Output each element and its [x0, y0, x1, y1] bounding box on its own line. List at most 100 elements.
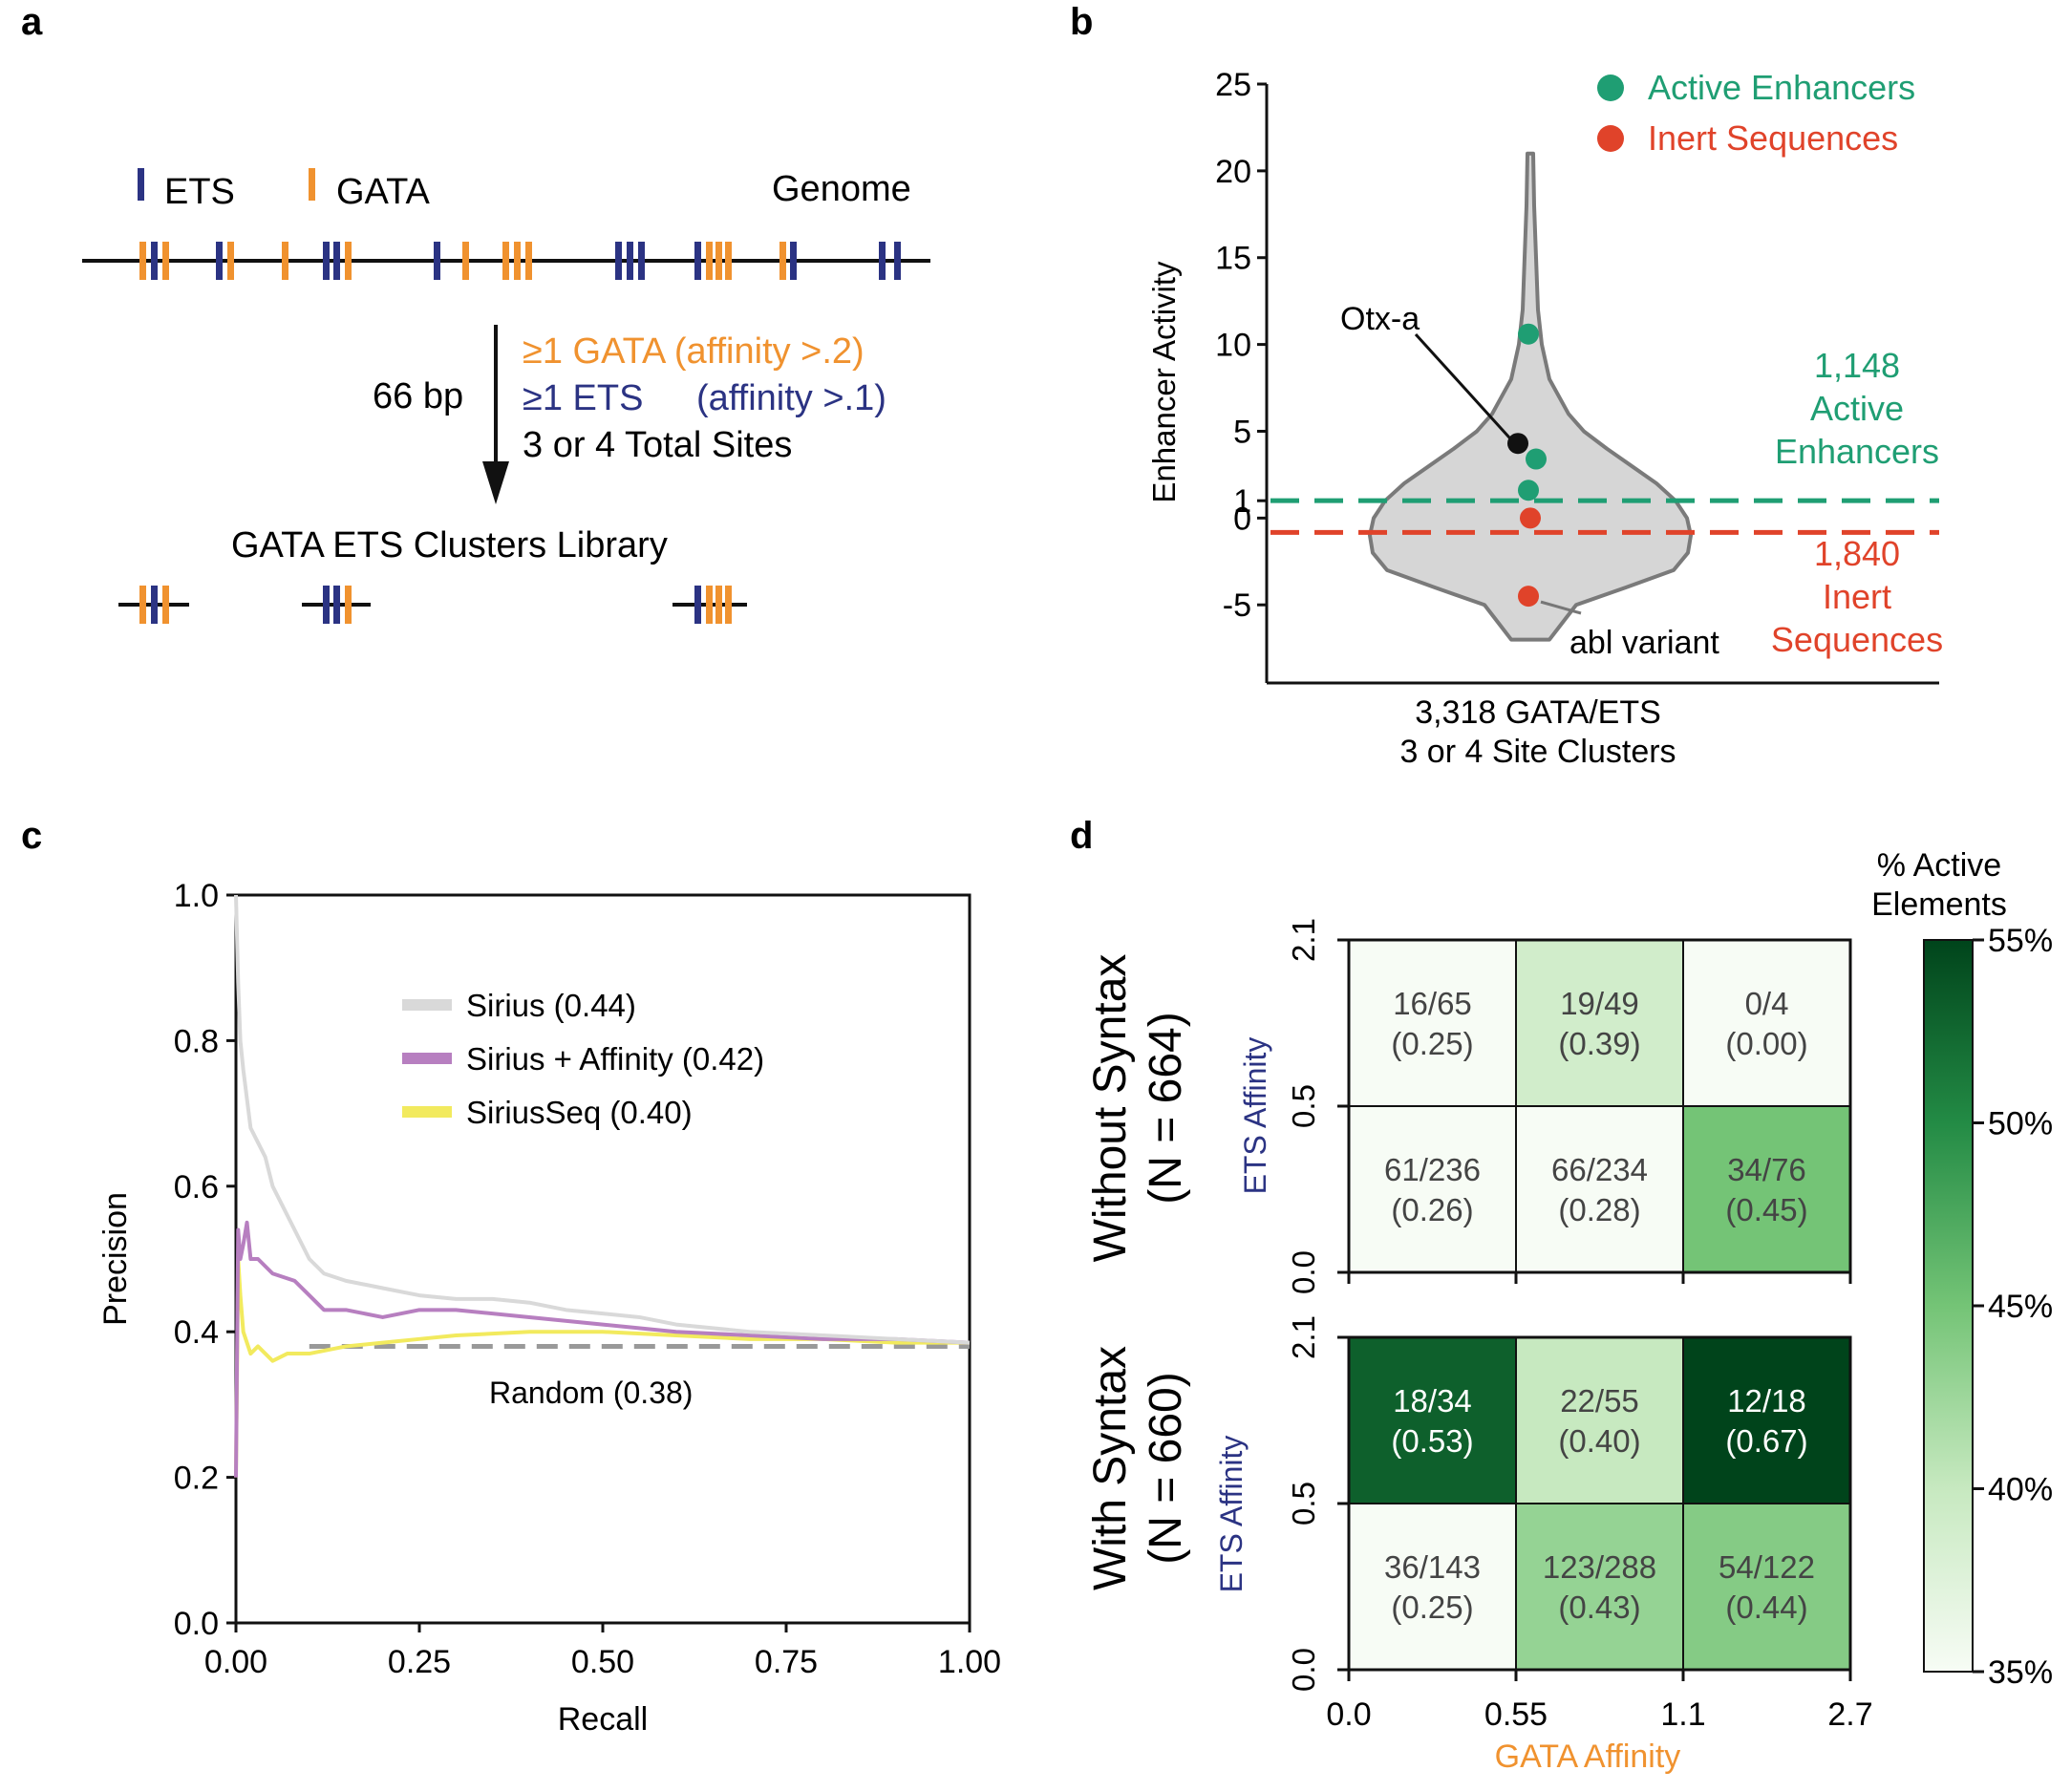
- otx-leader-line: [1414, 332, 1513, 441]
- d-x-tick-label: 2.7: [1827, 1696, 1872, 1733]
- without-syntax-title: Without Syntax: [1085, 954, 1136, 1263]
- b-y-tick-label: 1: [1233, 483, 1251, 520]
- ets-site-mark: [216, 242, 223, 280]
- c-series-line-sirius-affinity: [234, 1220, 971, 1478]
- c-series-line-sirius: [234, 894, 971, 1345]
- ets-site-mark: [879, 242, 886, 280]
- rule-gata: ≥1 GATA (affinity >.2): [523, 331, 865, 372]
- c-legend-label-siriusseq: SiriusSeq (0.40): [466, 1095, 693, 1130]
- d-y-tick-label: 0.5: [1286, 1482, 1321, 1525]
- heatmap-cell: [1515, 939, 1684, 1107]
- ets-site-mark: [615, 242, 622, 280]
- b-y-tick-label: 5: [1233, 414, 1251, 450]
- heatmap-cell: [1515, 1105, 1684, 1273]
- bp-label: 66 bp: [373, 376, 463, 416]
- rule-ets: ≥1 ETS: [523, 378, 643, 418]
- c-legend-label-sirius-affinity: Sirius + Affinity (0.42): [466, 1041, 764, 1077]
- c-y-tick-label: 0.4: [174, 1314, 219, 1351]
- heatmap-cell: [1682, 1105, 1851, 1273]
- violin-body: [1368, 151, 1693, 642]
- ets-site-mark: [434, 242, 440, 280]
- heatmap-cell-count: 22/55: [1560, 1383, 1639, 1419]
- ets-site-mark: [333, 586, 340, 624]
- gata-legend-label: GATA: [336, 172, 430, 212]
- b-point-active: [1518, 323, 1539, 345]
- colorbar-tick-label: 40%: [1988, 1472, 2053, 1508]
- heatmap-cell-fraction: (0.28): [1558, 1192, 1640, 1227]
- heatmap-cell-count: 12/18: [1727, 1383, 1806, 1419]
- b-point-active: [1526, 448, 1547, 470]
- colorbar-title-1: % Active: [1877, 847, 2001, 884]
- heatmap-cell-count: 16/65: [1393, 986, 1472, 1021]
- c-y-axis-label: Precision: [97, 1192, 134, 1326]
- gata-site-mark: [282, 242, 288, 280]
- heatmap-cell-count: 123/288: [1543, 1549, 1656, 1585]
- c-x-tick-label: 0.75: [755, 1644, 818, 1680]
- heatmap-cell: [1515, 1503, 1684, 1671]
- d-ets-axis-label-bottom: ETS Affinity: [1214, 1436, 1249, 1593]
- active-text-1: Active: [1810, 389, 1904, 428]
- ets-site-mark: [894, 242, 901, 280]
- d-y-tick-label: 0.0: [1286, 1648, 1321, 1692]
- heatmap-cell: [1348, 939, 1517, 1107]
- b-y-tick-label: 10: [1215, 328, 1251, 364]
- b-point-inert: [1520, 507, 1541, 529]
- colorbar-ticks: 55% 50% 45% 40% 35%: [1973, 923, 2053, 1691]
- panel-d: d 16/65 (0.25) 19/49 (0.39) 0/4 (0.00) 61/236 (…: [1070, 815, 2053, 1775]
- heatmap-cell-count: 0/4: [1745, 986, 1789, 1021]
- b-points: [1507, 323, 1547, 608]
- d-y-tick-label: 0.5: [1286, 1084, 1321, 1128]
- library-clusters: [118, 586, 747, 624]
- legend-active-label: Active Enhancers: [1648, 68, 1915, 107]
- c-x-axis-label: Recall: [558, 1701, 648, 1738]
- gata-site-mark: [139, 242, 146, 280]
- gata-site-mark: [345, 586, 352, 624]
- c-y-tick-label: 0.6: [174, 1169, 219, 1205]
- c-x-tick-label: 0.50: [571, 1644, 634, 1680]
- gata-site-mark: [139, 586, 146, 624]
- library-arrow-head: [482, 461, 509, 504]
- gata-site-mark: [227, 242, 234, 280]
- b-point-otx: [1507, 433, 1528, 455]
- b-y-ticks: 25 20 15 10 5 10 -5: [1215, 67, 1267, 624]
- rule-total-sites: 3 or 4 Total Sites: [523, 425, 792, 465]
- heatmap-cell: [1348, 1336, 1517, 1504]
- b-y-tick-label: 15: [1215, 241, 1251, 277]
- c-x-tick-label: 1.00: [938, 1644, 1001, 1680]
- heatmap-cell: [1515, 1336, 1684, 1504]
- c-legend-label-sirius: Sirius (0.44): [466, 988, 636, 1023]
- colorbar-tick-label: 45%: [1988, 1289, 2053, 1325]
- d-y-tick-label: 2.1: [1286, 918, 1321, 962]
- ets-site-mark: [627, 242, 633, 280]
- panel-a: a ETS GATA Genome 66 bp ≥1 GATA (affinit…: [21, 1, 930, 624]
- gata-site-mark: [725, 242, 732, 280]
- random-label: Random (0.38): [489, 1376, 693, 1410]
- c-legend: Sirius (0.44) Sirius + Affinity (0.42) Sir…: [402, 988, 764, 1130]
- rule-ets-affinity: (affinity >.1): [696, 378, 886, 418]
- gata-site-mark: [162, 242, 169, 280]
- panel-b: b 25 20 15 10 5 10 -5 Enhancer Activity 3,318 …: [1070, 1, 1943, 770]
- ets-site-mark: [694, 242, 701, 280]
- d-x-tick-label: 0.0: [1326, 1696, 1371, 1733]
- colorbar: [1923, 939, 1974, 1673]
- ets-site-mark: [151, 242, 158, 280]
- inert-text-1: Inert: [1823, 577, 1891, 616]
- d-gata-axis-label: GATA Affinity: [1495, 1739, 1681, 1775]
- heatmap-cell-fraction: (0.43): [1558, 1589, 1640, 1625]
- ets-site-mark: [151, 586, 158, 624]
- gata-site-mark: [715, 586, 722, 624]
- b-x-label-line2: 3 or 4 Site Clusters: [1399, 734, 1676, 770]
- ets-site-mark: [323, 242, 330, 280]
- legend-inert-marker: [1597, 125, 1624, 152]
- colorbar-title-2: Elements: [1871, 886, 2007, 923]
- heatmap-cell: [1682, 1503, 1851, 1671]
- b-y-tick-label: 20: [1215, 154, 1251, 190]
- d-y-tick-label: 2.1: [1286, 1315, 1321, 1359]
- panel-b-label: b: [1070, 1, 1093, 43]
- without-syntax-n: (N = 664): [1141, 1012, 1191, 1204]
- legend-inert-label: Inert Sequences: [1648, 118, 1898, 158]
- c-series: [234, 894, 971, 1478]
- abl-leader-line: [1540, 600, 1582, 615]
- colorbar-tick-label: 55%: [1988, 923, 2053, 959]
